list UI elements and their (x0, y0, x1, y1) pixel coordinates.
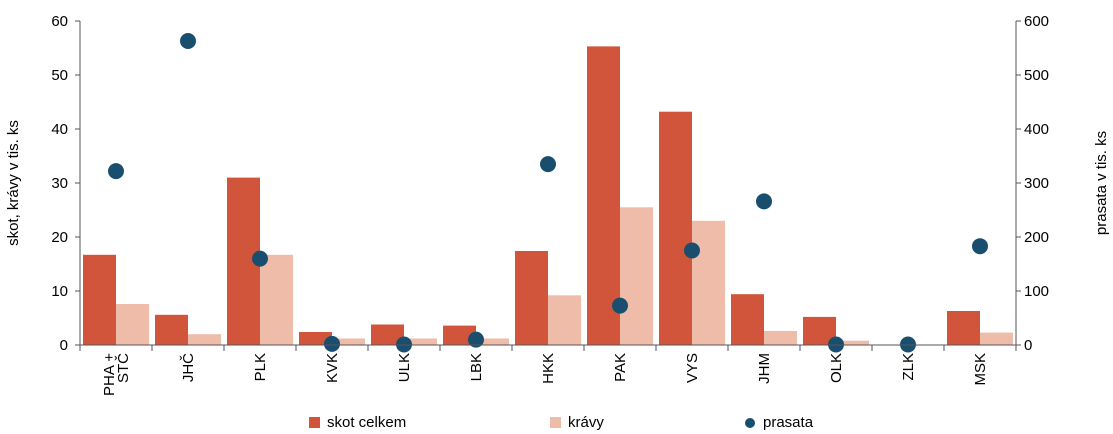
legend-swatch-skot (309, 417, 320, 428)
point-prasata-8 (684, 242, 700, 259)
y-tick-label: 30 (51, 175, 68, 192)
bar-kravy-2 (260, 254, 293, 345)
legend: skot celkem krávy prasata (0, 412, 1113, 434)
point-prasata-12 (972, 238, 988, 255)
axes (75, 20, 1021, 351)
bar-skot-celkem-0 (83, 254, 116, 345)
y-tick-label: 10 (51, 283, 68, 300)
legend-swatch-prasata (745, 417, 755, 428)
x-tick-label: VYS (684, 353, 701, 383)
y2-tick-label: 100 (1024, 283, 1049, 300)
bar-kravy-4 (404, 338, 437, 345)
y2-axis-title: prasata v tis. ks (1093, 131, 1110, 235)
x-tick-labels: PHA +STČ JHČ PLK KVK ULK LBK HKK PAK VYS JHM OLK ZL… (101, 353, 989, 396)
bar-kravy-8 (692, 220, 725, 345)
bar-skot-celkem-4 (371, 324, 404, 345)
x-tick-label-3: KVK (324, 353, 341, 383)
y-tick-label: 20 (51, 229, 68, 246)
x-tick-label-6: HKK (540, 353, 557, 384)
x-tick-label: PAK (612, 353, 629, 382)
legend-label-prasata: prasata (763, 414, 814, 431)
x-tick-label-5: LBK (468, 353, 485, 381)
point-prasata-1 (180, 33, 196, 49)
y-tick-label: 60 (51, 13, 68, 30)
bar-kravy-7 (620, 207, 653, 345)
x-tick-label-1: JHČ (180, 353, 197, 382)
y2-tick-label: 500 (1024, 67, 1049, 84)
y2-tick-label: 200 (1024, 229, 1049, 246)
legend-item-skot: skot celkem (309, 414, 406, 431)
x-tick-label-2: PLK (252, 353, 269, 381)
bar-skot-celkem-12 (947, 311, 980, 345)
legend-swatch-kravy (550, 417, 561, 428)
bar-kravy-9 (764, 331, 797, 345)
x-tick-label: HKK (540, 353, 557, 384)
bar-skot-celkem-3 (299, 332, 332, 345)
point-prasata-7 (612, 297, 628, 314)
x-tick-label-11: ZLK (900, 353, 917, 381)
bar-kravy-3 (332, 338, 365, 345)
bar-skot-celkem-7 (587, 46, 620, 346)
x-tick-label: JHM (756, 353, 773, 384)
dot-group (108, 33, 988, 353)
x-tick-label-10: OLK (828, 353, 845, 383)
x-tick-label-4: ULK (396, 353, 413, 382)
y2-tick-label: 300 (1024, 175, 1049, 192)
point-prasata-2 (252, 250, 268, 267)
y-tick-label: 40 (51, 121, 68, 138)
bar-skot-celkem-6 (515, 251, 548, 345)
x-tick-label-0: PHA +STČ (101, 353, 132, 396)
legend-item-prasata: prasata (745, 414, 813, 431)
x-tick-label-12: MSK (972, 353, 989, 386)
bar-kravy-1 (188, 334, 221, 345)
bar-kravy-10 (836, 340, 869, 345)
point-prasata-5 (468, 331, 484, 348)
legend-label-skot: skot celkem (327, 414, 407, 431)
y2-tick-labels: 0 100 200 300 400 500 600 (1024, 13, 1049, 354)
x-tick-label: ULK (396, 353, 413, 382)
y-tick-labels: 0 10 20 30 40 50 60 (51, 13, 68, 354)
bar-skot-celkem-9 (731, 294, 764, 345)
chart: 0 10 20 30 40 50 60 0 100 200 300 400 500 600 PHA +S… (5, 13, 1110, 396)
y2-tick-label: 0 (1024, 337, 1032, 354)
y-tick-label: 50 (51, 67, 68, 84)
x-tick-label-9: JHM (756, 353, 773, 384)
point-prasata-3 (324, 335, 340, 352)
y-axis-title: skot, krávy v tis. ks (5, 120, 22, 246)
y2-tick-label: 400 (1024, 121, 1049, 138)
bar-skot-celkem-5 (443, 325, 476, 345)
bar-kravy-0 (116, 304, 149, 345)
x-tick-label-7: PAK (612, 353, 629, 382)
legend-item-kravy: krávy (550, 414, 604, 431)
y-tick-label: 0 (60, 337, 68, 354)
bar-kravy-6 (548, 295, 581, 345)
bar-skot-celkem-8 (659, 111, 692, 345)
legend-label-kravy: krávy (568, 414, 604, 431)
x-tick-label: PHA +STČ (101, 353, 132, 396)
point-prasata-9 (756, 193, 772, 210)
bar-group (83, 46, 1013, 346)
bar-skot-celkem-1 (155, 314, 188, 345)
x-tick-label: JHČ (180, 353, 197, 382)
x-tick-label: MSK (972, 353, 989, 386)
x-tick-label: LBK (468, 353, 485, 381)
x-tick-label: PLK (252, 353, 269, 381)
bar-kravy-5 (476, 338, 509, 345)
x-tick-label: OLK (828, 353, 845, 383)
y2-tick-label: 600 (1024, 13, 1049, 30)
x-tick-label: ZLK (900, 353, 917, 381)
x-tick-label-8: VYS (684, 353, 701, 383)
x-tick-label: KVK (324, 353, 341, 383)
point-prasata-6 (540, 156, 556, 173)
point-prasata-0 (108, 163, 124, 180)
bar-kravy-12 (980, 332, 1013, 345)
